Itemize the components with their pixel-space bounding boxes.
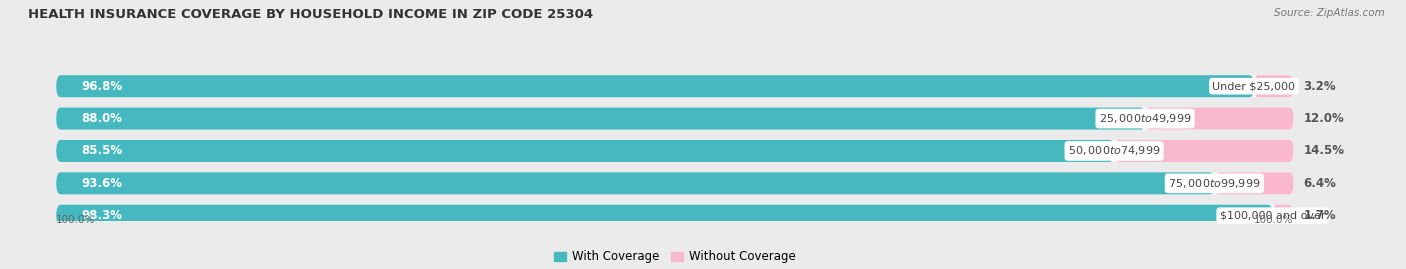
FancyBboxPatch shape	[56, 205, 1272, 227]
Text: $25,000 to $49,999: $25,000 to $49,999	[1099, 112, 1191, 125]
Legend: With Coverage, Without Coverage: With Coverage, Without Coverage	[550, 246, 800, 268]
Text: $100,000 and over: $100,000 and over	[1220, 211, 1326, 221]
FancyBboxPatch shape	[56, 108, 1294, 130]
Text: 93.6%: 93.6%	[82, 177, 122, 190]
FancyBboxPatch shape	[56, 205, 1294, 227]
FancyBboxPatch shape	[1114, 140, 1294, 162]
FancyBboxPatch shape	[56, 75, 1294, 97]
Text: Source: ZipAtlas.com: Source: ZipAtlas.com	[1274, 8, 1385, 18]
Text: 14.5%: 14.5%	[1303, 144, 1344, 157]
Text: $75,000 to $99,999: $75,000 to $99,999	[1168, 177, 1261, 190]
Text: 12.0%: 12.0%	[1303, 112, 1344, 125]
Text: 100.0%: 100.0%	[56, 215, 96, 225]
FancyBboxPatch shape	[1272, 205, 1294, 227]
Text: 85.5%: 85.5%	[82, 144, 122, 157]
FancyBboxPatch shape	[1254, 75, 1294, 97]
Text: 98.3%: 98.3%	[82, 209, 122, 222]
Text: 6.4%: 6.4%	[1303, 177, 1336, 190]
FancyBboxPatch shape	[56, 172, 1294, 194]
Text: 3.2%: 3.2%	[1303, 80, 1336, 93]
Text: 96.8%: 96.8%	[82, 80, 122, 93]
Text: 88.0%: 88.0%	[82, 112, 122, 125]
FancyBboxPatch shape	[56, 140, 1114, 162]
Text: $50,000 to $74,999: $50,000 to $74,999	[1069, 144, 1160, 157]
FancyBboxPatch shape	[1144, 108, 1294, 130]
FancyBboxPatch shape	[56, 140, 1294, 162]
FancyBboxPatch shape	[56, 75, 1254, 97]
FancyBboxPatch shape	[56, 108, 1144, 130]
FancyBboxPatch shape	[1215, 172, 1294, 194]
Text: 1.7%: 1.7%	[1303, 209, 1336, 222]
Text: Under $25,000: Under $25,000	[1212, 81, 1295, 91]
Text: 100.0%: 100.0%	[1254, 215, 1294, 225]
Text: HEALTH INSURANCE COVERAGE BY HOUSEHOLD INCOME IN ZIP CODE 25304: HEALTH INSURANCE COVERAGE BY HOUSEHOLD I…	[28, 8, 593, 21]
FancyBboxPatch shape	[56, 172, 1215, 194]
